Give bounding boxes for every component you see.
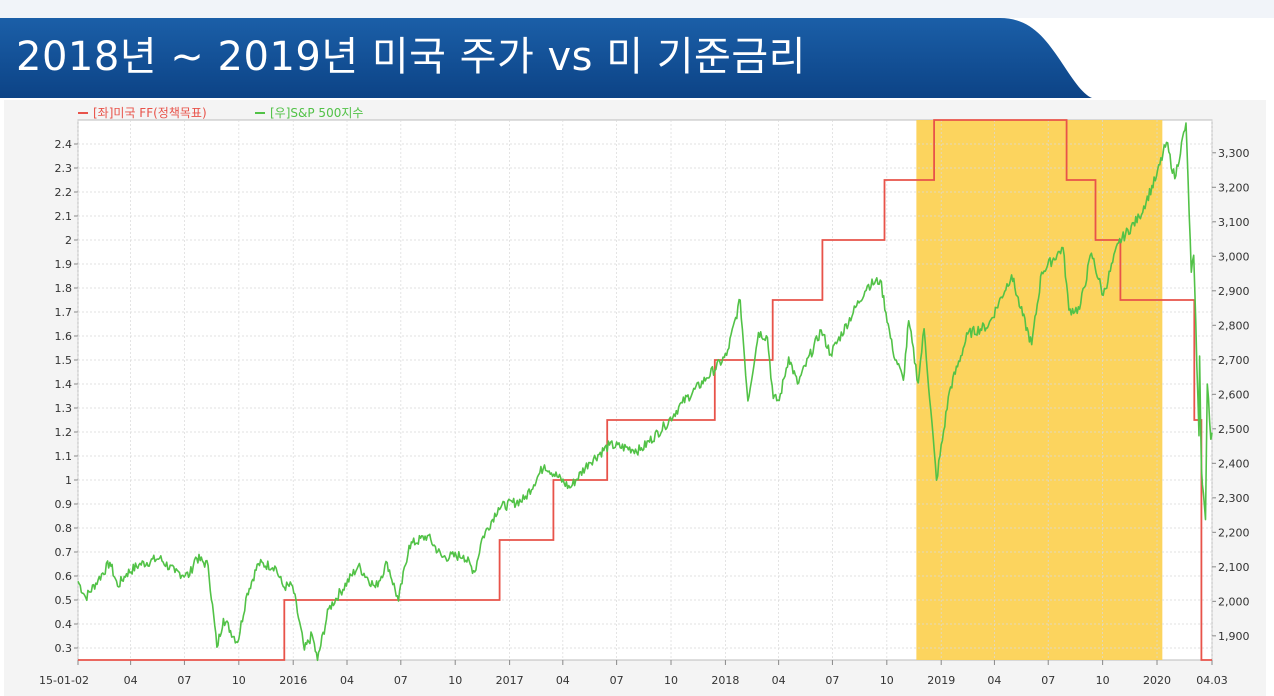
y-left-tick-label: 0.9 bbox=[55, 498, 73, 511]
top-strip bbox=[0, 0, 1274, 18]
x-tick-label: 04 bbox=[556, 674, 570, 687]
y-right-tick-label: 2,300 bbox=[1218, 492, 1250, 505]
y-left-tick-label: 0.8 bbox=[55, 522, 73, 535]
y-right-tick-label: 2,900 bbox=[1218, 285, 1250, 298]
legend: [좌]미국 FF(정책목표) [우]S&P 500지수 bbox=[78, 105, 363, 120]
y-left-tick-label: 1.7 bbox=[55, 306, 73, 319]
y-right-tick-label: 2,800 bbox=[1218, 319, 1250, 332]
banner-shape bbox=[0, 18, 1092, 98]
y-left-tick-label: 1.3 bbox=[55, 402, 73, 415]
y-right-tick-label: 2,000 bbox=[1218, 595, 1250, 608]
x-tick-label: 04 bbox=[340, 674, 354, 687]
y-left-tick-label: 1.2 bbox=[55, 426, 73, 439]
ff-rate-series-line bbox=[78, 119, 1212, 661]
y-right-tick-label: 2,400 bbox=[1218, 457, 1250, 470]
y-left-tick-label: 2.2 bbox=[55, 186, 73, 199]
x-tick-label: 2017 bbox=[496, 674, 524, 687]
y-left-tick-label: 2.1 bbox=[55, 210, 73, 223]
y-right-tick-label: 2,100 bbox=[1218, 561, 1250, 574]
x-tick-label: 07 bbox=[825, 674, 839, 687]
x-tick-label: 10 bbox=[448, 674, 462, 687]
y-left-tick-label: 0.5 bbox=[55, 594, 73, 607]
y-left-tick-label: 2 bbox=[65, 234, 72, 247]
x-tick-label: 07 bbox=[610, 674, 624, 687]
legend-label-sp: [우]S&P 500지수 bbox=[270, 106, 363, 120]
y-left-tick-label: 0.3 bbox=[55, 642, 73, 655]
y-left-tick-label: 1.8 bbox=[55, 282, 73, 295]
y-left-tick-label: 1.6 bbox=[55, 330, 73, 343]
x-tick-label: 04 bbox=[124, 674, 138, 687]
y-left-tick-label: 1.9 bbox=[55, 258, 73, 271]
x-tick-label: 15-01-02 bbox=[39, 674, 89, 687]
title-banner bbox=[0, 18, 1092, 98]
x-tick-label: 04 bbox=[987, 674, 1001, 687]
y-left-tick-label: 0.4 bbox=[55, 618, 73, 631]
chart-frame: 0.3 0.4 0.5 0.6 0.7 0.8 0.9 1 1.1 1.2 1.3 1.4 1.5 1.6… bbox=[4, 100, 1266, 696]
y-right-tick-label: 3,000 bbox=[1218, 250, 1250, 263]
y-right-tick-label: 3,100 bbox=[1218, 216, 1250, 229]
x-tick-label: 2020 bbox=[1143, 674, 1171, 687]
y-right-tick-label: 3,200 bbox=[1218, 181, 1250, 194]
y-right-tick-label: 2,500 bbox=[1218, 423, 1250, 436]
x-tick-label: 2018 bbox=[711, 674, 739, 687]
line-chart: 0.3 0.4 0.5 0.6 0.7 0.8 0.9 1 1.1 1.2 1.3 1.4 1.5 1.6… bbox=[39, 105, 1250, 687]
y-left-tick-label: 2.4 bbox=[55, 138, 73, 151]
y-right-tick-label: 2,600 bbox=[1218, 388, 1250, 401]
y-left-tick-label: 1.5 bbox=[55, 354, 73, 367]
x-tick-label: 04.03 bbox=[1196, 674, 1228, 687]
page-title: 2018년 ~ 2019년 미국 주가 vs 미 기준금리 bbox=[16, 34, 806, 80]
x-tick-label: 10 bbox=[880, 674, 894, 687]
y-left-tick-label: 0.6 bbox=[55, 570, 73, 583]
x-tick-label: 2019 bbox=[927, 674, 955, 687]
x-tick-label: 04 bbox=[772, 674, 786, 687]
y-left-tick-label: 1.4 bbox=[55, 378, 73, 391]
y-right-tick-label: 2,700 bbox=[1218, 354, 1250, 367]
y-left-tick-label: 2.3 bbox=[55, 162, 73, 175]
legend-label-ff: [좌]미국 FF(정책목표) bbox=[93, 105, 207, 120]
x-tick-label: 2016 bbox=[279, 674, 307, 687]
x-tick-label: 10 bbox=[1096, 674, 1110, 687]
x-tick-label: 10 bbox=[664, 674, 678, 687]
y-left-tick-label: 1 bbox=[65, 474, 72, 487]
y-right-tick-label: 2,200 bbox=[1218, 526, 1250, 539]
y-right-tick-label: 1,900 bbox=[1218, 630, 1250, 643]
x-tick-label: 07 bbox=[394, 674, 408, 687]
x-tick-label: 10 bbox=[232, 674, 246, 687]
y-left-tick-label: 0.7 bbox=[55, 546, 73, 559]
highlight-band bbox=[916, 120, 1163, 660]
sp500-series-line bbox=[77, 122, 1213, 662]
x-tick-label: 07 bbox=[177, 674, 191, 687]
y-left-tick-label: 1.1 bbox=[55, 450, 73, 463]
x-tick-label: 07 bbox=[1041, 674, 1055, 687]
y-right-tick-label: 3,300 bbox=[1218, 147, 1250, 160]
